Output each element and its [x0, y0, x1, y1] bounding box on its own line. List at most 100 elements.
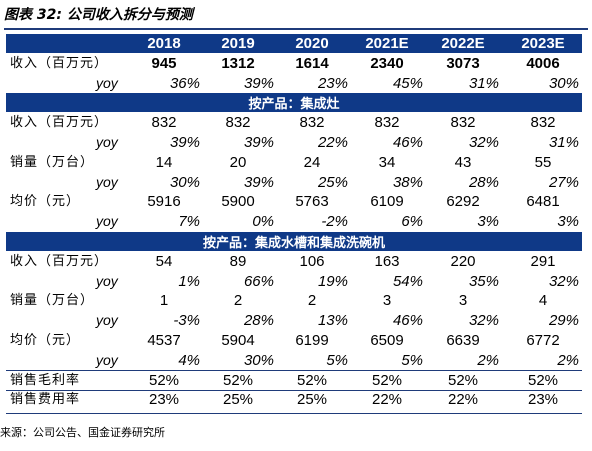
- row-label: 销售毛利率: [10, 372, 81, 388]
- table-cell: 32%: [468, 312, 499, 330]
- table-cell: 38%: [392, 173, 423, 191]
- table-cell: 4: [538, 292, 548, 310]
- table-cell: 54%: [392, 272, 423, 290]
- table-cell: 46%: [392, 312, 423, 330]
- table-cell: 5%: [401, 351, 423, 369]
- table-cell: 832: [450, 114, 476, 132]
- table-cell: 2: [307, 292, 317, 310]
- year-header-cell: 2019: [221, 35, 255, 52]
- table-cell: 39%: [169, 134, 200, 151]
- table-cell: 4537: [147, 332, 181, 349]
- table-cell: 1614: [295, 54, 329, 72]
- table-cell: 4%: [178, 351, 200, 369]
- row-label: 收入（百万元）: [10, 115, 109, 131]
- table-cell: 7%: [178, 213, 200, 231]
- table-cell: 945: [151, 54, 177, 72]
- table-row: 销售毛利率 52% 52% 52% 52% 52% 52%: [6, 371, 582, 390]
- row-divider: [6, 389, 582, 391]
- table-cell: 52%: [527, 371, 559, 389]
- table-cell: 6292: [446, 193, 480, 211]
- table-row: 均价（元） 5916 5900 5763 6109 6292 6481: [6, 192, 582, 211]
- table-cell: 52%: [371, 371, 403, 389]
- table-cell: 20: [229, 153, 247, 171]
- table-row: 收入（百万元） 945 1312 1614 2340 3073 4006: [6, 54, 582, 73]
- table-row: 销售费用率 23% 25% 25% 22% 22% 23%: [6, 390, 582, 409]
- year-header-cell: 2018: [147, 35, 181, 52]
- year-header-cell: 2020: [295, 35, 329, 52]
- table-cell: 5904: [221, 332, 255, 349]
- table-cell: 54: [155, 252, 173, 270]
- table-cell: 106: [299, 252, 325, 270]
- row-label: yoy: [96, 312, 118, 329]
- table-cell: 6639: [446, 332, 480, 349]
- section-title: 按产品：集成灶: [248, 97, 340, 113]
- table-row: 收入（百万元） 54 89 106 163 220 291: [6, 252, 582, 271]
- table-cell: 3: [458, 292, 468, 310]
- table-cell: 5%: [326, 351, 348, 369]
- figure-title: 图表 32: 公司收入拆分与预测: [4, 7, 193, 23]
- section-header: 按产品：集成灶: [6, 93, 582, 113]
- table-cell: 6772: [526, 332, 560, 349]
- yoy-row: yoy 30% 39% 25% 38% 28% 27%: [6, 173, 582, 192]
- row-label: yoy: [96, 134, 118, 150]
- table-cell: 1%: [178, 272, 200, 290]
- table-cell: 4006: [526, 54, 560, 72]
- table-cell: 0%: [252, 213, 274, 231]
- table-cell: 6199: [295, 332, 329, 349]
- table-cell: 291: [530, 252, 556, 270]
- table-cell: 30%: [243, 351, 274, 369]
- row-label: 收入（百万元）: [10, 253, 109, 269]
- yoy-row: yoy 39% 39% 22% 46% 32% 31%: [6, 133, 582, 152]
- table-cell: 39%: [243, 173, 274, 191]
- row-label: 均价（元）: [10, 333, 81, 348]
- row-label: yoy: [96, 173, 118, 190]
- table-cell: 2%: [477, 351, 499, 369]
- table-cell: 22%: [447, 391, 479, 409]
- table-cell: 220: [450, 252, 476, 270]
- table-cell: 52%: [447, 371, 479, 389]
- row-label: 均价（元）: [10, 194, 81, 210]
- yoy-row: yoy 4% 30% 5% 5% 2% 2%: [6, 351, 582, 370]
- table-cell: 3%: [477, 213, 499, 231]
- table-cell: 30%: [169, 173, 200, 191]
- row-label: yoy: [96, 213, 118, 230]
- row-divider: [6, 370, 582, 372]
- table-cell: 22%: [317, 134, 348, 151]
- yoy-row: yoy 1% 66% 19% 54% 35% 32%: [6, 272, 582, 291]
- table-bottom-divider: [6, 413, 582, 414]
- table-cell: 25%: [317, 173, 348, 191]
- table-cell: 19%: [317, 272, 348, 290]
- table-cell: 66%: [243, 272, 274, 290]
- table-cell: 31%: [548, 134, 579, 151]
- table-row: 销量（万台） 1 2 2 3 3 4: [6, 291, 582, 310]
- table-cell: -2%: [321, 213, 348, 231]
- section-title: 按产品：集成水槽和集成洗碗机: [202, 236, 385, 251]
- table-cell: 35%: [468, 272, 499, 290]
- table-row: 销量（万台） 14 20 24 34 43 55: [6, 153, 582, 172]
- table-cell: 24: [303, 153, 321, 171]
- row-label: yoy: [96, 351, 118, 368]
- table-cell: 5916: [147, 193, 181, 211]
- table-cell: 832: [299, 114, 325, 132]
- row-label: 销售费用率: [10, 392, 81, 408]
- table-cell: 32%: [548, 272, 579, 290]
- table-cell: -3%: [173, 312, 200, 330]
- section-header: 按产品：集成水槽和集成洗碗机: [6, 232, 582, 251]
- table-cell: 39%: [243, 134, 274, 151]
- source-note: 来源：公司公告、国金证券研究所: [0, 426, 165, 439]
- table-cell: 832: [374, 114, 400, 132]
- row-label: yoy: [96, 272, 118, 289]
- row-label: 销量（万台）: [10, 154, 95, 170]
- row-label: 收入（百万元）: [10, 55, 109, 71]
- table-cell: 25%: [222, 391, 254, 409]
- table-cell: 45%: [392, 74, 423, 92]
- table-cell: 3073: [446, 54, 480, 72]
- year-header-cell: 2023E: [521, 35, 565, 52]
- row-label: yoy: [96, 74, 118, 91]
- table-cell: 3%: [557, 213, 579, 231]
- table-cell: 832: [530, 114, 556, 132]
- table-cell: 29%: [548, 312, 579, 330]
- table-cell: 163: [374, 252, 400, 270]
- table-cell: 2340: [370, 54, 404, 72]
- table-cell: 52%: [296, 371, 328, 389]
